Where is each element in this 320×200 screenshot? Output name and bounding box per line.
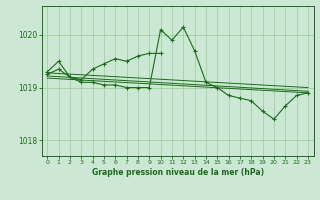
- X-axis label: Graphe pression niveau de la mer (hPa): Graphe pression niveau de la mer (hPa): [92, 168, 264, 177]
